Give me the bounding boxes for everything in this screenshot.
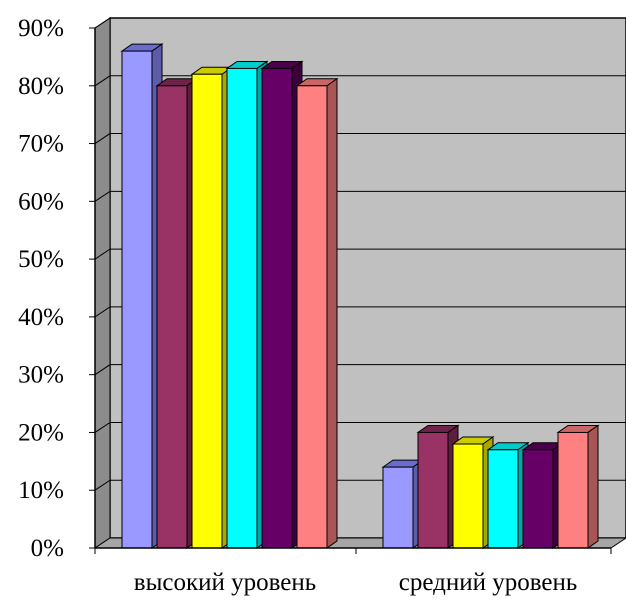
bar (190, 66, 234, 549)
bar-front (191, 73, 223, 549)
bar (120, 43, 164, 549)
bar (155, 77, 199, 549)
bar-front (261, 67, 293, 549)
gridline (94, 190, 626, 202)
bar-front (417, 431, 449, 549)
bar-front (382, 466, 414, 549)
bars (120, 43, 600, 549)
y-tick-label: 50% (18, 246, 64, 273)
gridline (94, 75, 626, 87)
gridline (94, 133, 626, 144)
gridline (94, 17, 626, 29)
gridline (94, 364, 626, 376)
x-axis-category-labels: высокий уровень средний уровень (134, 569, 577, 596)
bar-front (156, 85, 188, 549)
bar-side (326, 77, 338, 549)
bar (451, 436, 495, 549)
axes (89, 27, 612, 554)
bar (225, 60, 269, 549)
bar (295, 77, 339, 549)
gridline (94, 248, 626, 260)
y-tick-label: 30% (18, 362, 64, 389)
x-category-label: высокий уровень (134, 569, 316, 596)
bar-side (587, 424, 599, 549)
y-tick-label: 90% (18, 15, 64, 42)
bar-front (522, 449, 554, 549)
bar-front (452, 443, 484, 549)
side-wall (94, 17, 111, 549)
gridline (94, 421, 626, 433)
bar (521, 441, 565, 549)
bar-front (121, 50, 153, 549)
y-axis-tick-labels: 0% 10% 20% 30% 40% 50% 60% 70% 80% 90% (18, 15, 64, 562)
y-tick-label: 40% (18, 304, 64, 331)
bar (416, 424, 460, 549)
bar (556, 424, 600, 549)
bar-front (557, 431, 589, 549)
y-tick-label: 0% (31, 535, 64, 562)
gridlines (94, 17, 626, 491)
bar (486, 441, 530, 549)
y-tick-label: 80% (18, 73, 64, 100)
bar (260, 60, 304, 549)
y-tick-label: 20% (18, 419, 64, 446)
gridline (94, 306, 626, 318)
bar (381, 459, 425, 549)
bar-front (487, 449, 519, 549)
bar-front (296, 85, 328, 549)
bar-front (226, 67, 258, 549)
x-category-label: средний уровень (399, 569, 578, 596)
y-tick-label: 70% (18, 131, 64, 158)
y-tick-label: 10% (18, 477, 64, 504)
y-tick-label: 60% (18, 188, 64, 215)
